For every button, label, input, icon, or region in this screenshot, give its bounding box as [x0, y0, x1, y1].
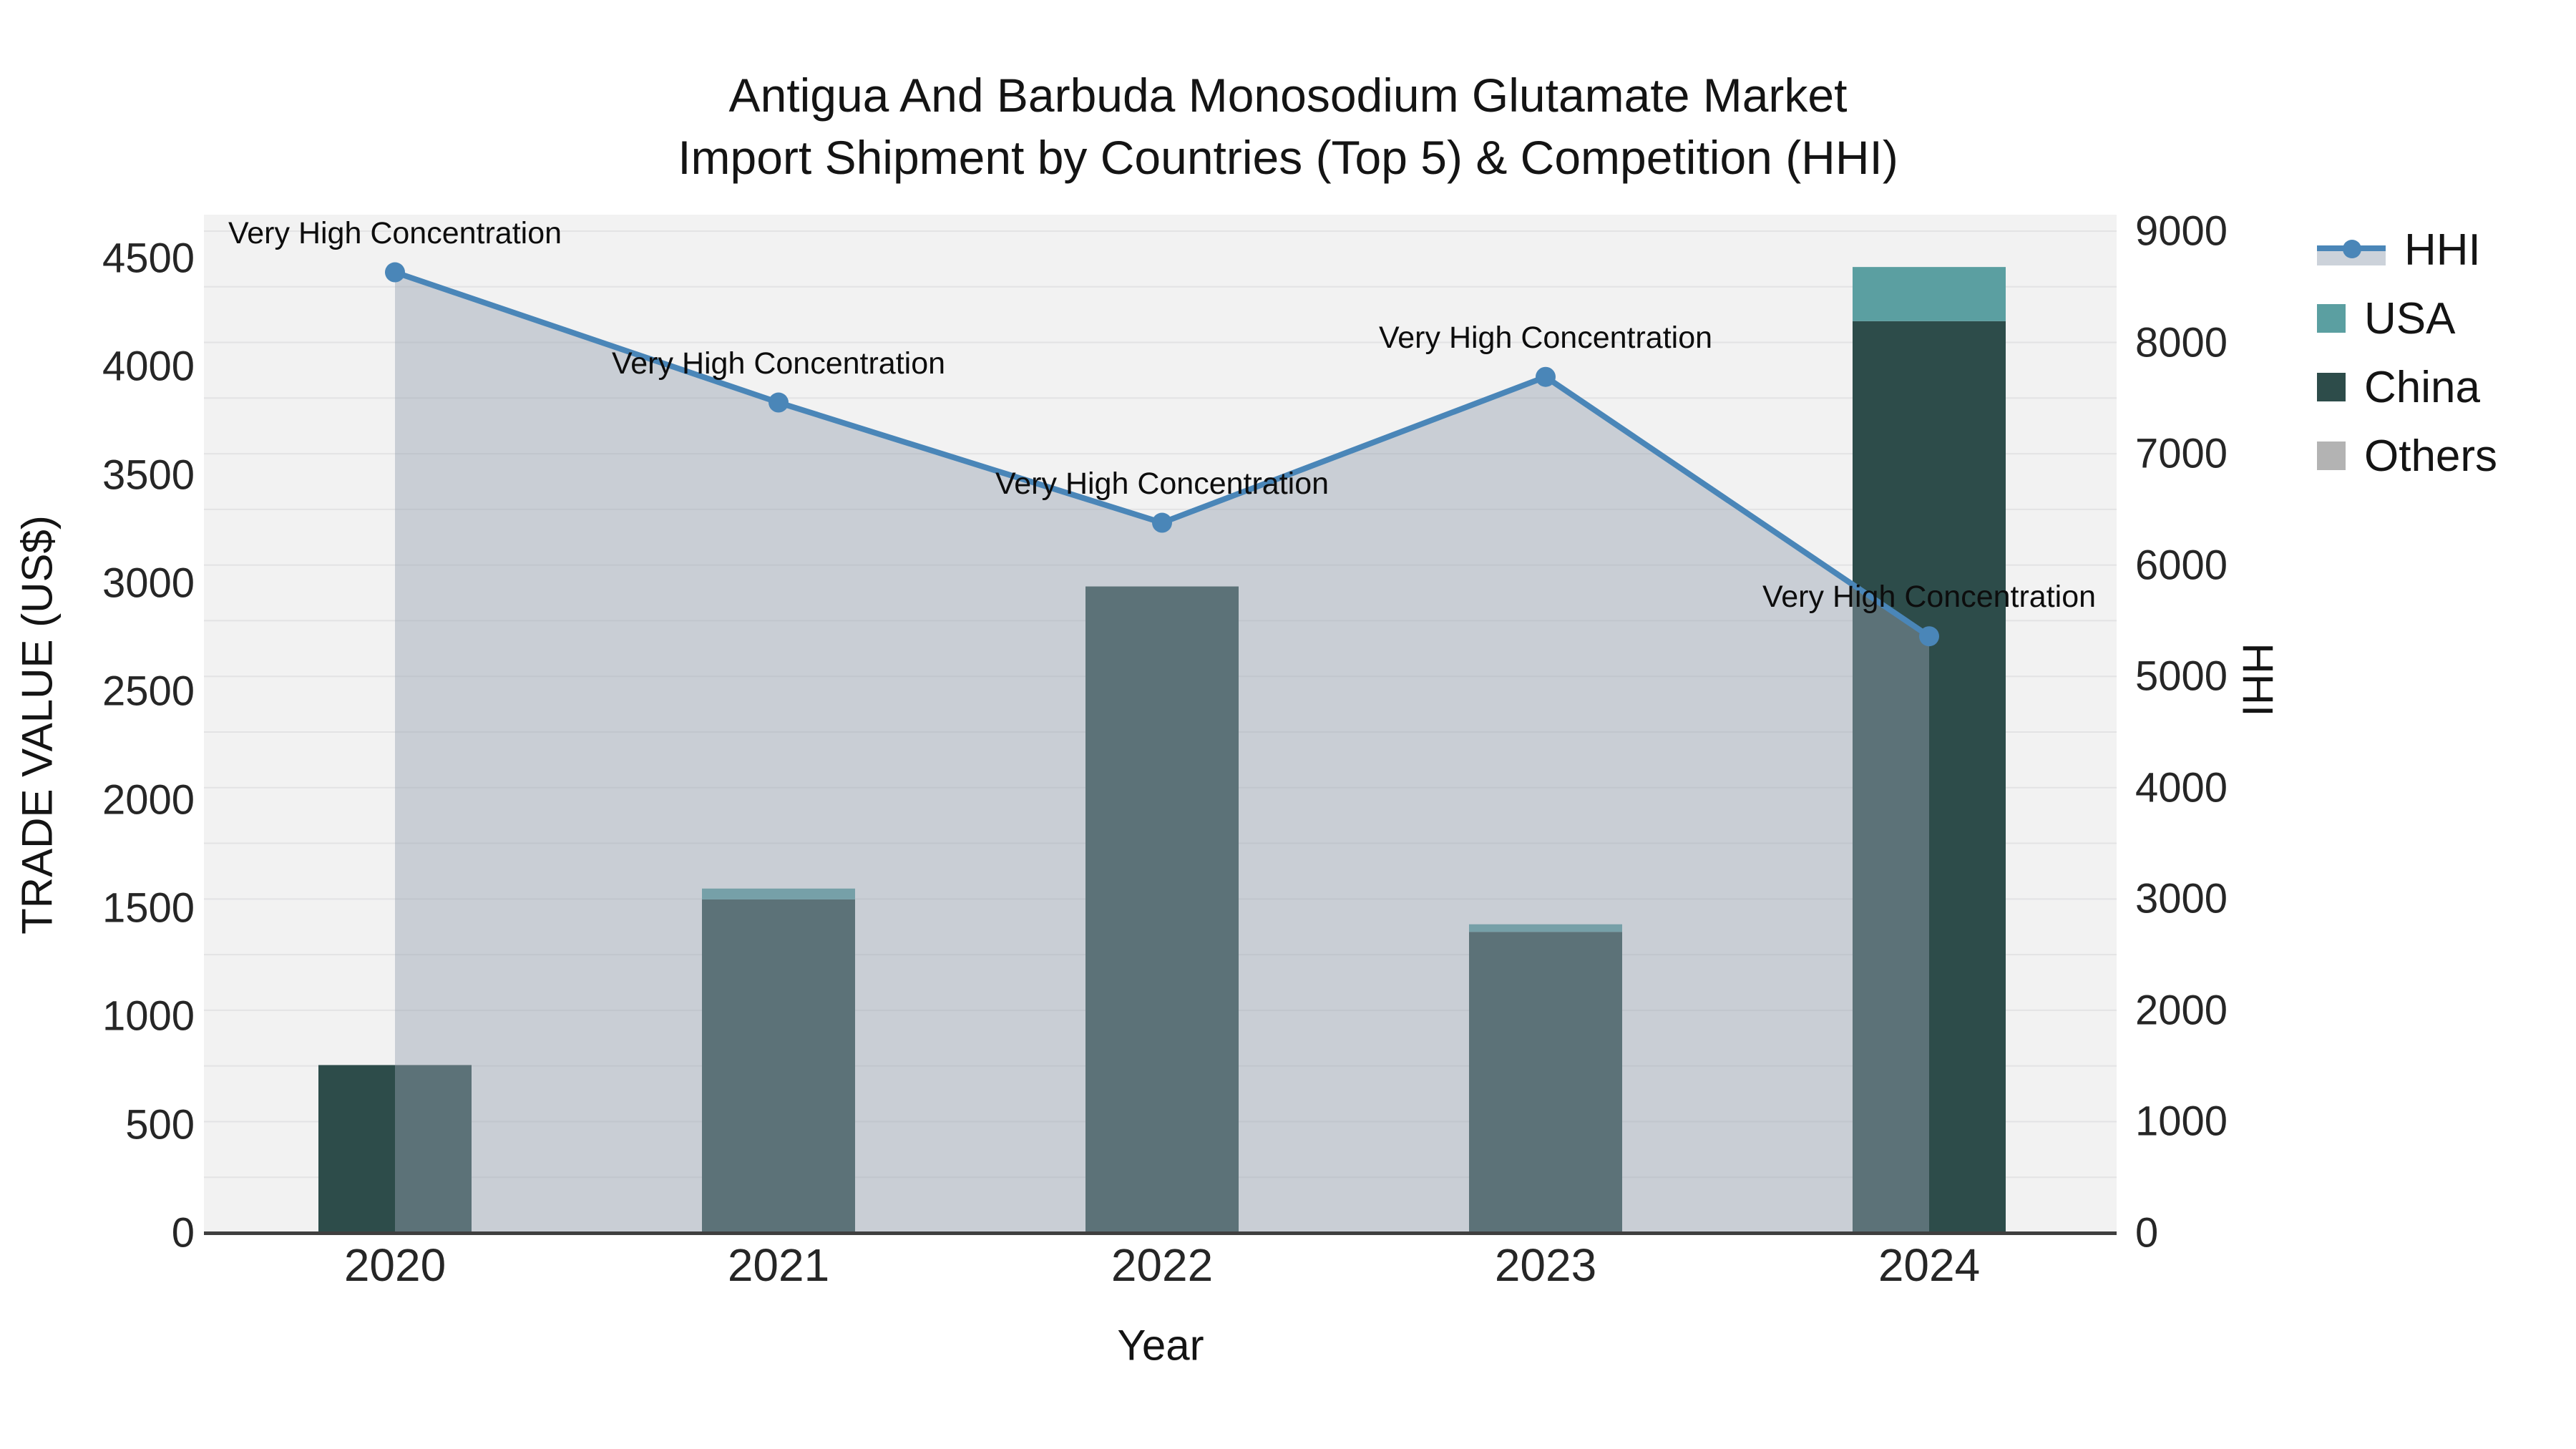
annotation-2022: Very High Concentration [995, 466, 1330, 501]
legend-label-hhi: HHI [2404, 225, 2481, 275]
y-right-tick-6000: 6000 [2135, 542, 2228, 589]
legend-label-china: China [2364, 362, 2480, 412]
y-axis-left-title: TRADE VALUE (US$) [13, 515, 62, 935]
y-axis-right-title: HHI [2233, 643, 2282, 717]
hhi-area-fill [395, 272, 1929, 1233]
legend-item-others: Others [2317, 431, 2497, 481]
hhi-point-2023[interactable] [1536, 366, 1556, 387]
y-right-tick-4000: 4000 [2135, 764, 2228, 811]
bar-usa-2023[interactable] [1469, 924, 1622, 932]
bar-usa-2021[interactable] [702, 888, 855, 899]
y-right-tick-7000: 7000 [2135, 430, 2228, 477]
legend: HHI USA China Others [2317, 225, 2497, 481]
bars-layer [318, 267, 2006, 1233]
hhi-markers [385, 262, 1939, 647]
y-right-tick-0: 0 [2135, 1209, 2159, 1257]
chart-title-line1: Antigua And Barbuda Monosodium Glutamate… [728, 69, 1848, 122]
hhi-point-2022[interactable] [1152, 512, 1172, 533]
x-tick-2023: 2023 [1494, 1239, 1597, 1291]
bar-usa-2024[interactable] [1853, 267, 2006, 321]
annotation-2021: Very High Concentration [611, 346, 946, 381]
hhi-area [395, 272, 1929, 1233]
usa-color-swatch [2317, 304, 2346, 333]
x-axis-spine [204, 1231, 2117, 1235]
bar-china-2022[interactable] [1085, 586, 1239, 1233]
china-color-swatch [2317, 373, 2346, 401]
annotation-2023: Very High Concentration [1378, 320, 1713, 355]
y-left-tick-3500: 3500 [102, 452, 195, 499]
annotation-2020: Very High Concentration [228, 215, 562, 250]
y-left-tick-4000: 4000 [102, 343, 195, 390]
bar-china-2024[interactable] [1853, 321, 2006, 1233]
y-left-tick-1500: 1500 [102, 884, 195, 932]
y-left-tick-2500: 2500 [102, 668, 195, 715]
y-left-tick-1000: 1000 [102, 992, 195, 1040]
hhi-point-2024[interactable] [1919, 626, 1939, 647]
y-left-tick-2000: 2000 [102, 776, 195, 824]
y-right-tick-9000: 9000 [2135, 208, 2228, 255]
others-color-swatch [2317, 441, 2346, 470]
y-left-tick-3000: 3000 [102, 560, 195, 607]
hhi-point-2020[interactable] [385, 262, 405, 283]
legend-item-hhi: HHI [2317, 225, 2497, 275]
hhi-marker-icon [2343, 240, 2361, 258]
y-right-tick-5000: 5000 [2135, 653, 2228, 700]
legend-item-china: China [2317, 363, 2497, 412]
x-tick-2021: 2021 [727, 1239, 830, 1291]
y-left-tick-500: 500 [125, 1101, 195, 1148]
x-tick-2020: 2020 [343, 1239, 447, 1291]
legend-label-others: Others [2364, 431, 2498, 481]
annotation-2024: Very High Concentration [1762, 580, 2097, 615]
x-tick-2024: 2024 [1878, 1239, 1981, 1291]
chart-title-line2: Import Shipment by Countries (Top 5) & C… [678, 131, 1898, 184]
x-axis-line [204, 1231, 2117, 1235]
y-left-tick-4500: 4500 [102, 235, 195, 282]
x-tick-2022: 2022 [1111, 1239, 1214, 1291]
y-left-tick-0: 0 [171, 1209, 195, 1257]
bar-china-2020[interactable] [318, 1065, 472, 1233]
hhi-line-swatch [2317, 234, 2386, 265]
x-axis-title: Year [1117, 1321, 1204, 1370]
bar-china-2021[interactable] [702, 899, 855, 1233]
y-right-tick-2000: 2000 [2135, 987, 2228, 1034]
legend-item-usa: USA [2317, 293, 2497, 343]
y-right-tick-8000: 8000 [2135, 319, 2228, 366]
legend-label-usa: USA [2364, 293, 2456, 343]
y-right-tick-3000: 3000 [2135, 875, 2228, 922]
bar-china-2023[interactable] [1469, 932, 1622, 1233]
y-right-tick-1000: 1000 [2135, 1098, 2228, 1145]
hhi-point-2021[interactable] [769, 392, 789, 413]
